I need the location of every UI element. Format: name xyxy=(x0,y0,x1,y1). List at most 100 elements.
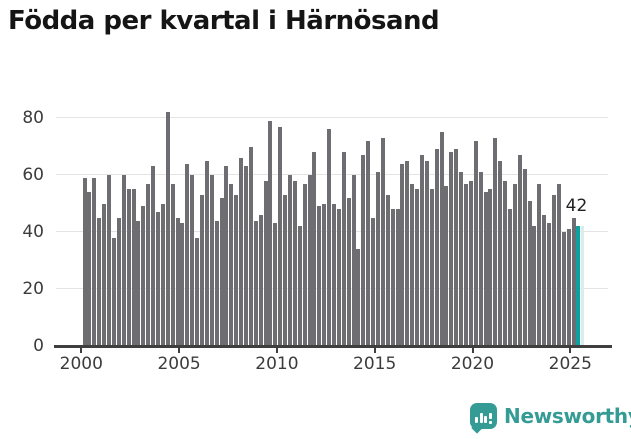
trailing-pale-bar xyxy=(581,226,585,346)
bar xyxy=(336,209,341,346)
gridline xyxy=(56,174,608,175)
bar xyxy=(253,220,258,346)
bar xyxy=(415,189,420,346)
bar xyxy=(141,206,146,346)
bar xyxy=(322,203,327,346)
bar xyxy=(121,175,126,346)
bar xyxy=(566,229,571,346)
bar xyxy=(542,214,547,346)
bar xyxy=(346,197,351,346)
bar xyxy=(239,157,244,346)
bar xyxy=(420,155,424,346)
bar xyxy=(92,177,97,346)
bar xyxy=(449,152,454,346)
bar xyxy=(185,163,190,346)
y-tick-label: 0 xyxy=(33,336,44,356)
bar xyxy=(273,223,278,346)
bar xyxy=(258,214,263,346)
x-tick-mark xyxy=(569,348,572,353)
bar xyxy=(493,137,498,346)
bar xyxy=(371,217,376,346)
x-tick-label: 2020 xyxy=(450,354,495,374)
bar xyxy=(498,160,503,346)
x-tick-mark xyxy=(178,348,181,353)
bar xyxy=(503,180,508,346)
bar xyxy=(287,175,292,346)
bar xyxy=(571,217,576,346)
bar xyxy=(180,223,185,346)
bar xyxy=(385,194,390,346)
bar xyxy=(478,172,483,346)
x-tick-label: 2000 xyxy=(59,354,103,374)
x-tick-label: 2005 xyxy=(157,354,201,374)
bar xyxy=(459,172,464,346)
bar xyxy=(87,192,92,346)
bar xyxy=(116,217,121,346)
bar xyxy=(410,183,415,346)
bar xyxy=(366,140,371,346)
bar xyxy=(317,206,322,346)
bar xyxy=(556,183,561,346)
bar xyxy=(351,175,356,346)
bar xyxy=(160,203,165,346)
bar xyxy=(331,203,336,346)
bar xyxy=(107,175,112,346)
x-tick-label: 2010 xyxy=(255,354,299,374)
bar xyxy=(307,175,312,346)
bar xyxy=(302,183,307,346)
bar xyxy=(195,237,200,346)
bar xyxy=(400,163,405,346)
bar xyxy=(327,129,332,346)
bar xyxy=(97,217,102,346)
bar xyxy=(356,249,361,346)
bar xyxy=(473,140,478,346)
bar xyxy=(82,177,87,346)
bar xyxy=(395,209,400,346)
bar xyxy=(508,209,513,346)
x-tick-mark xyxy=(373,348,376,353)
bar xyxy=(248,146,253,346)
bar xyxy=(439,132,444,346)
x-tick-mark xyxy=(275,348,278,353)
bar xyxy=(468,180,473,346)
x-tick-mark xyxy=(80,348,83,353)
newsworthy-logo[interactable]: Newsworthy xyxy=(470,401,631,431)
last-value-label: 42 xyxy=(565,196,588,216)
newsworthy-wordmark: Newsworthy xyxy=(504,404,631,428)
plot-area xyxy=(56,90,610,346)
bar xyxy=(483,192,488,346)
bar xyxy=(522,169,527,346)
highlighted-bar xyxy=(576,226,581,346)
bar xyxy=(552,194,557,346)
bar xyxy=(283,194,288,346)
bar xyxy=(376,172,380,346)
bar xyxy=(175,217,180,346)
bar xyxy=(537,183,542,346)
bar xyxy=(243,166,248,346)
bar xyxy=(151,166,156,346)
bar xyxy=(136,220,141,346)
bar xyxy=(532,226,537,346)
bar xyxy=(190,175,195,346)
bar xyxy=(429,189,434,346)
bar xyxy=(341,152,346,346)
x-axis-line xyxy=(54,345,612,348)
bar xyxy=(199,194,204,346)
bar xyxy=(547,223,552,346)
y-tick-label: 80 xyxy=(22,108,44,128)
bar xyxy=(126,189,131,346)
y-tick-label: 40 xyxy=(22,222,44,242)
x-tick-label: 2025 xyxy=(548,354,592,374)
bar xyxy=(155,212,160,346)
bar xyxy=(165,112,170,346)
bar xyxy=(170,183,175,346)
newsworthy-bubble-chart-icon xyxy=(470,403,497,429)
bar xyxy=(229,183,234,346)
bar xyxy=(390,209,395,346)
bar xyxy=(561,232,566,346)
bar xyxy=(517,155,522,346)
bar xyxy=(527,200,532,346)
bar xyxy=(268,120,273,346)
bar xyxy=(204,160,209,346)
